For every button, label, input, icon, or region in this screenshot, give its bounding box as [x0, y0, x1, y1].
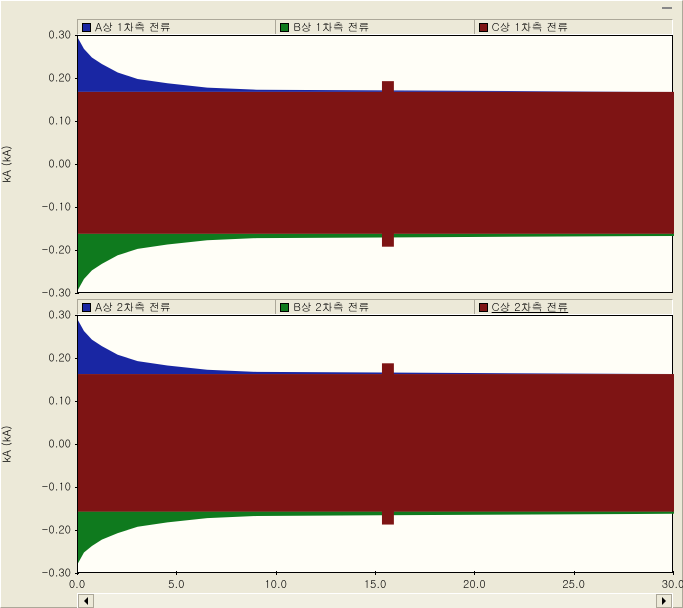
- series-a-area: [78, 320, 674, 374]
- x-tick-mark: [77, 571, 78, 575]
- legend-swatch: [82, 23, 91, 32]
- y-tick-label: 0.10: [41, 114, 71, 129]
- scroll-left-button[interactable]: [78, 594, 94, 608]
- series-b-area: [78, 512, 674, 564]
- series-c-bump: [382, 81, 394, 247]
- chart2-svg: [78, 316, 674, 574]
- series-c-band: [78, 374, 674, 512]
- x-tick-label: 25.0: [562, 577, 585, 592]
- legend-swatch: [280, 303, 289, 312]
- x-tick-label: 5.0: [168, 577, 184, 592]
- x-tick-mark: [673, 571, 674, 575]
- x-tick-label: 20.0: [463, 577, 486, 592]
- legend-swatch: [280, 23, 289, 32]
- y-tick-label: -0.30: [41, 566, 71, 581]
- y-tick-label: 0.30: [41, 28, 71, 43]
- x-tick-label: 0.0: [69, 577, 85, 592]
- legend-item[interactable]: A상 2차측 전류: [78, 300, 276, 314]
- x-tick-label: 30.0: [662, 577, 683, 592]
- legend-label: B상 1차측 전류: [293, 20, 369, 35]
- y-tick-label: 0.00: [41, 157, 71, 172]
- chevron-left-icon: [84, 597, 88, 605]
- x-tick-mark: [176, 571, 177, 575]
- x-tick-mark: [375, 571, 376, 575]
- y-tick-label: -0.20: [41, 523, 71, 538]
- y-tick-label: 0.00: [41, 437, 71, 452]
- scroll-right-button[interactable]: [656, 594, 672, 608]
- chart2-block: kA (kA)0.300.200.100.00-0.10-0.20-0.30A상…: [9, 295, 675, 591]
- y-tick-label: 0.30: [41, 308, 71, 323]
- legend-label: A상 1차측 전류: [95, 20, 171, 35]
- x-tick-label: 10.0: [264, 577, 287, 592]
- legend-item[interactable]: A상 1차측 전류: [78, 20, 276, 34]
- chart1-svg: [78, 36, 674, 294]
- chart1-block: kA (kA)0.300.200.100.00-0.10-0.20-0.30A상…: [9, 15, 675, 293]
- chart1-plot: [77, 35, 673, 293]
- series-c-bump: [382, 363, 394, 524]
- legend-item[interactable]: C상 2차측 전류: [475, 300, 672, 314]
- legend-label: A상 2차측 전류: [95, 300, 171, 315]
- series-c-band: [78, 92, 674, 234]
- x-tick-mark: [474, 571, 475, 575]
- legend-swatch: [479, 303, 488, 312]
- chart2-legend: A상 2차측 전류 B상 2차측 전류 C상 2차측 전류: [77, 299, 673, 315]
- x-tick-mark: [276, 571, 277, 575]
- legend-item[interactable]: C상 1차측 전류: [475, 20, 672, 34]
- y-tick-label: -0.10: [41, 200, 71, 215]
- y-tick-label: -0.20: [41, 243, 71, 258]
- y-ticks: 0.300.200.100.00-0.10-0.20-0.30: [41, 315, 75, 573]
- chevron-right-icon: [662, 597, 666, 605]
- y-tick-label: 0.20: [41, 351, 71, 366]
- legend-label: B상 2차측 전류: [293, 300, 369, 315]
- x-tick-label: 15.0: [364, 577, 387, 592]
- chart1-legend: A상 1차측 전류 B상 1차측 전류 C상 1차측 전류: [77, 19, 673, 35]
- x-scrollbar[interactable]: [77, 593, 673, 608]
- y-tick-label: 0.20: [41, 71, 71, 86]
- legend-label: C상 1차측 전류: [492, 20, 569, 35]
- series-b-area: [78, 234, 674, 290]
- app-frame: kA (kA) 0.30 0.20 0.10 0.00 -0.10 -0.20 -0.30 A상…: [0, 0, 683, 608]
- series-a-area: [78, 38, 674, 92]
- y-axis-label: kA (kA): [0, 145, 15, 182]
- chart2-plot: [77, 315, 673, 573]
- legend-item[interactable]: B상 1차측 전류: [276, 20, 474, 34]
- y-ticks: 0.300.200.100.00-0.10-0.20-0.30: [41, 35, 75, 293]
- legend-swatch: [82, 303, 91, 312]
- legend-label: C상 2차측 전류: [492, 300, 569, 315]
- minimize-icon[interactable]: [662, 7, 672, 9]
- x-tick-mark: [574, 571, 575, 575]
- y-tick-label: -0.10: [41, 480, 71, 495]
- x-ticks: 0.05.010.015.020.025.030.0: [77, 575, 673, 589]
- legend-swatch: [479, 23, 488, 32]
- y-tick-label: 0.10: [41, 394, 71, 409]
- legend-item[interactable]: B상 2차측 전류: [276, 300, 474, 314]
- y-axis-label: kA (kA): [0, 425, 15, 462]
